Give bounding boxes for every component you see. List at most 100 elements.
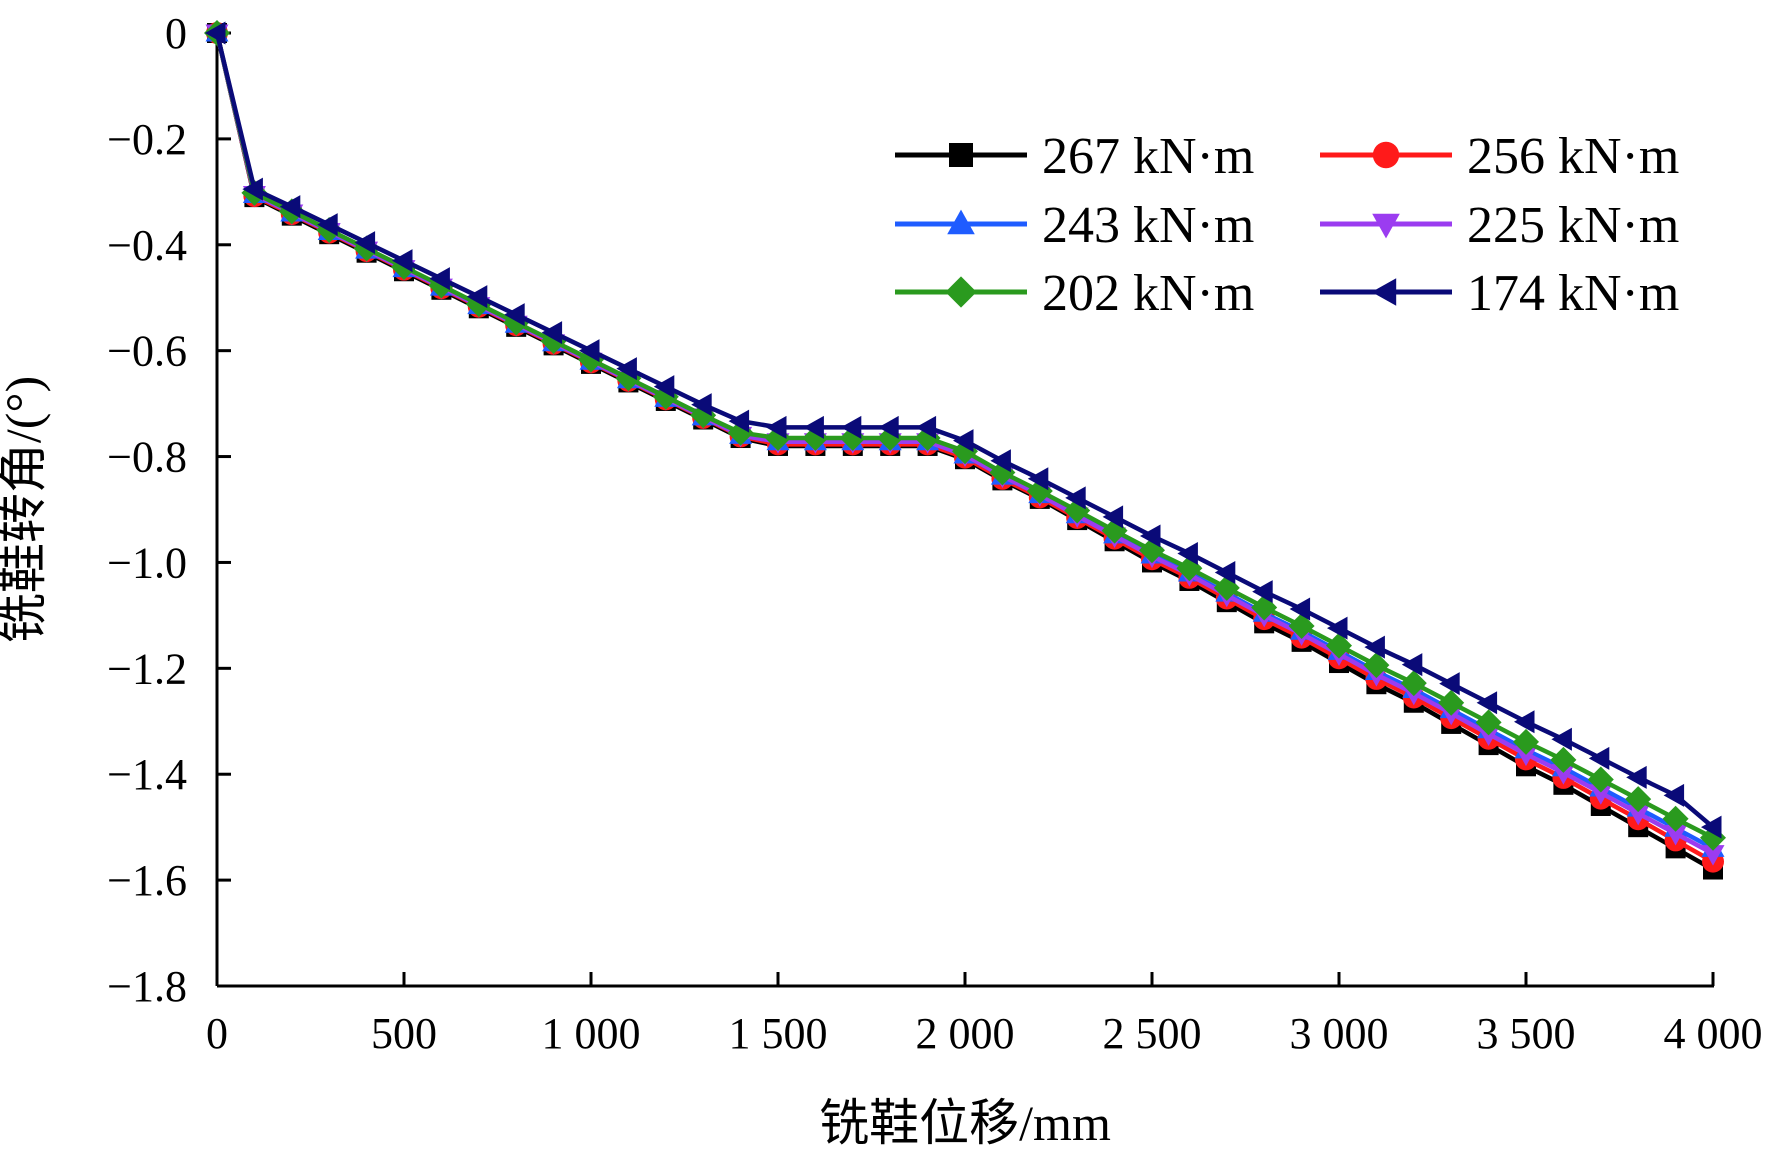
data-point (1551, 764, 1575, 785)
y-tick-label: −0.6 (107, 327, 187, 376)
y-tick-label: −1.8 (107, 962, 187, 1011)
data-point (1626, 765, 1647, 789)
legend-item: 256 kN·m (1320, 128, 1679, 185)
data-point (1662, 805, 1689, 832)
data-point (1663, 783, 1685, 807)
x-tick-label: 3 500 (1477, 1009, 1576, 1058)
y-tick-label: −1.6 (107, 856, 187, 905)
data-point (392, 249, 413, 273)
legend-item: 243 kN·m (895, 197, 1254, 254)
data-point (1589, 784, 1613, 805)
data-point (1701, 845, 1725, 866)
legend-label: 256 kN·m (1467, 128, 1679, 185)
data-point (766, 415, 787, 439)
data-point (1363, 652, 1390, 679)
data-point (1626, 804, 1650, 826)
legend-item: 202 kN·m (895, 265, 1254, 322)
data-point (1364, 635, 1385, 659)
data-point (803, 415, 824, 439)
legend-marker (1372, 141, 1400, 169)
plot-series (204, 20, 1726, 880)
x-tick-label: 2 500 (1103, 1009, 1202, 1058)
data-point (1550, 746, 1577, 773)
legend-marker (1372, 213, 1400, 239)
data-point (242, 177, 263, 201)
data-point (1401, 653, 1423, 677)
y-tick-label: −0.8 (107, 433, 187, 482)
legend-label: 243 kN·m (1042, 197, 1254, 254)
data-point (990, 449, 1011, 473)
y-tick-label: 0 (165, 9, 187, 58)
data-point (1214, 561, 1236, 585)
data-point (1514, 710, 1535, 734)
y-axis-ticks: 0 −0.2 −0.4 −0.6 −0.8 −1.0 −1.2 −1.4 −1.6 −1.8 (107, 9, 231, 1011)
x-tick-label: 500 (371, 1009, 437, 1058)
x-tick-label: 0 (206, 1009, 228, 1058)
data-point (1701, 815, 1722, 839)
data-point (1551, 727, 1572, 751)
y-axis-title: 铣鞋转角/(°) (0, 376, 51, 643)
data-point (840, 415, 862, 439)
data-point (1177, 541, 1198, 565)
data-point (1664, 825, 1688, 846)
data-point (1140, 524, 1161, 548)
legend-label: 174 kN·m (1467, 265, 1679, 322)
data-point (1288, 612, 1315, 639)
data-point (1065, 486, 1086, 510)
data-point (728, 409, 750, 433)
x-axis-title: 铣鞋位移/mm (819, 1095, 1111, 1151)
data-point (429, 267, 450, 291)
legend-marker (945, 276, 977, 308)
data-point (354, 231, 376, 255)
data-point (953, 429, 974, 453)
data-point (1625, 786, 1652, 813)
x-tick-label: 4 000 (1664, 1009, 1763, 1058)
data-point (466, 285, 488, 309)
x-axis-ticks: 0 500 1 000 1 500 2 000 2 500 3 000 3 500 4 000 (206, 972, 1763, 1058)
data-point (1027, 467, 1049, 491)
legend-item: 225 kN·m (1320, 197, 1679, 254)
y-tick-label: −1.4 (107, 750, 187, 799)
data-point (1252, 580, 1273, 604)
data-point (1475, 709, 1502, 736)
data-point (653, 375, 675, 399)
x-tick-label: 1 500 (729, 1009, 828, 1058)
data-point (915, 415, 937, 439)
data-point (1438, 689, 1465, 716)
data-point (1476, 691, 1498, 715)
data-point (1326, 632, 1352, 659)
data-point (1514, 745, 1538, 767)
data-point (1102, 505, 1124, 529)
data-point (691, 393, 712, 417)
y-tick-label: −1.2 (107, 644, 187, 693)
data-point (616, 357, 637, 381)
data-point (205, 21, 226, 45)
data-point (504, 303, 525, 327)
x-tick-label: 1 000 (542, 1009, 641, 1058)
y-tick-label: −1.0 (107, 538, 187, 587)
data-point (1513, 728, 1539, 755)
legend: 267 kN·m 256 kN·m 243 kN·m 225 kN·m 202 kN·m… (895, 128, 1679, 322)
y-tick-label: −0.2 (107, 115, 187, 164)
legend-label: 267 kN·m (1042, 128, 1254, 185)
legend-marker (947, 209, 975, 235)
x-tick-label: 3 000 (1290, 1009, 1389, 1058)
data-point (1400, 670, 1427, 697)
legend-label: 202 kN·m (1042, 265, 1254, 322)
legend-item: 174 kN·m (1320, 265, 1679, 322)
data-point (1289, 597, 1311, 621)
x-tick-label: 2 000 (916, 1009, 1015, 1058)
data-point (1588, 746, 1610, 770)
y-tick-label: −0.4 (107, 221, 187, 270)
data-point (579, 339, 600, 363)
data-point (1477, 725, 1501, 746)
legend-marker (949, 143, 973, 167)
data-point (1587, 766, 1614, 793)
legend-marker (1371, 278, 1397, 306)
data-point (1439, 672, 1460, 696)
data-point (317, 213, 338, 237)
data-point (279, 195, 301, 219)
legend-label: 225 kN·m (1467, 197, 1679, 254)
data-point (541, 321, 563, 345)
